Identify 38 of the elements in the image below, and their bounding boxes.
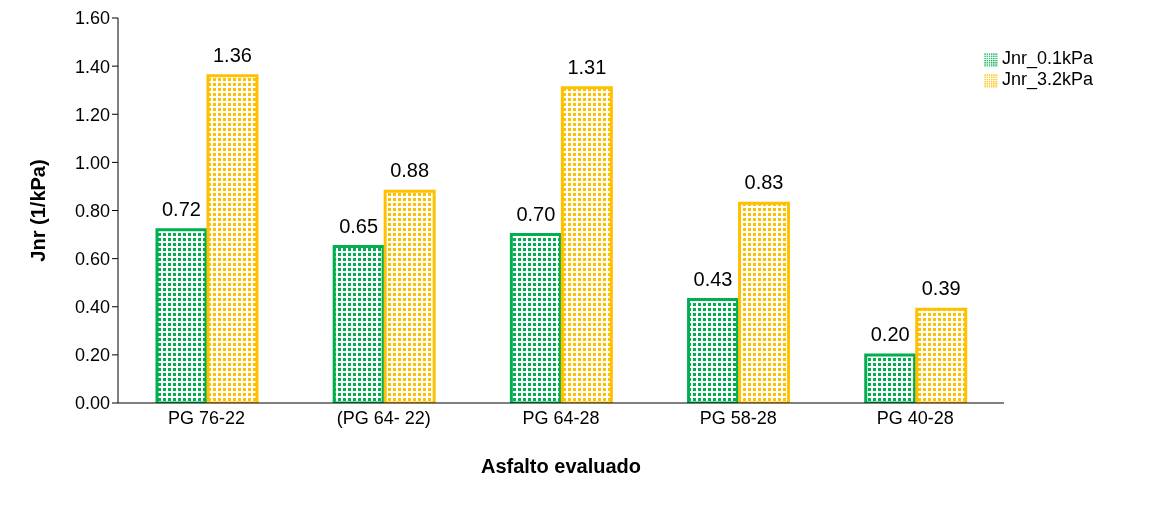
bar	[687, 298, 740, 403]
y-tick-label: 0.20	[74, 345, 110, 366]
y-tick-label: 0.00	[74, 393, 110, 414]
data-label: 1.36	[213, 43, 252, 66]
data-label: 0.70	[516, 202, 556, 225]
bar	[206, 74, 259, 403]
y-tick-label: 0.60	[74, 249, 110, 270]
y-tick-label: 1.40	[74, 56, 110, 77]
bar	[864, 353, 917, 403]
y-tick-label: 1.60	[74, 8, 110, 29]
data-label: 1.31	[567, 55, 607, 78]
x-tick-label: PG 76-22	[168, 407, 246, 428]
legend-label: Jnr_3.2kPa	[1001, 69, 1093, 89]
data-label: 0.43	[693, 267, 733, 290]
y-tick-label: 0.80	[74, 200, 110, 221]
bar	[738, 201, 791, 403]
y-tick-label: 0.40	[74, 297, 110, 318]
bar	[509, 233, 562, 403]
data-label: 0.83	[744, 171, 784, 194]
data-label: 0.88	[390, 159, 430, 182]
x-tick-label: PG 58-28	[699, 407, 777, 428]
bar	[332, 245, 385, 403]
x-tick-label: PG 64-28	[522, 407, 600, 428]
bar	[560, 86, 613, 403]
data-label: 0.72	[162, 197, 201, 220]
data-label: 0.39	[921, 277, 961, 300]
y-tick-label: 1.20	[74, 104, 110, 125]
data-label: 0.20	[870, 322, 910, 345]
bar	[915, 307, 968, 403]
x-tick-label: PG 40-28	[876, 407, 954, 428]
bar	[383, 189, 436, 403]
y-axis-title: Jnr (1/kPa)	[27, 159, 50, 262]
y-tick-label: 1.00	[74, 152, 110, 173]
x-axis-title: Asfalto evaluado	[480, 455, 641, 477]
x-tick-label: (PG 64- 22)	[336, 407, 431, 428]
bar	[155, 228, 208, 403]
legend-label: Jnr_0.1kPa	[1001, 48, 1093, 68]
data-label: 0.65	[339, 214, 379, 237]
